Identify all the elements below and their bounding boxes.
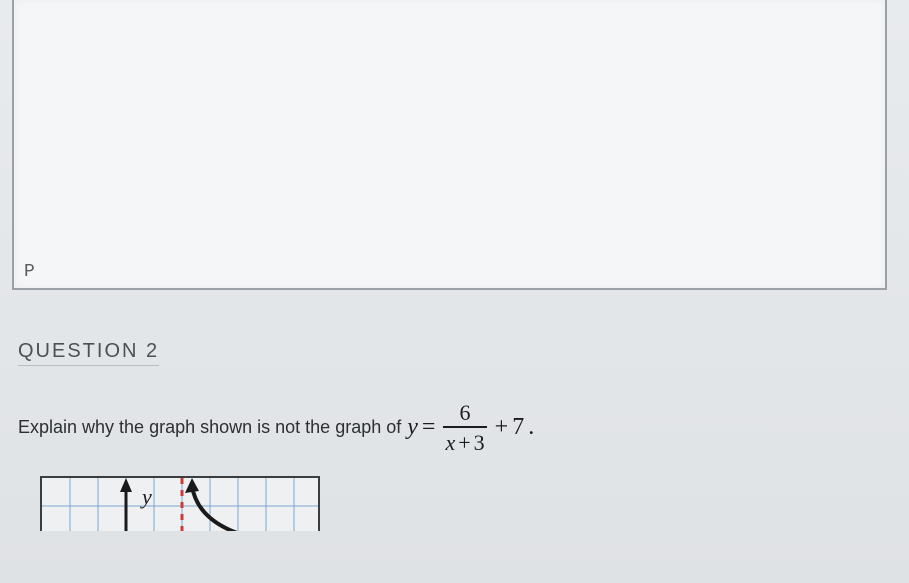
graph-svg: y (42, 478, 320, 531)
denom-var: x (445, 430, 455, 455)
fraction: 6 x+3 (439, 400, 490, 454)
question-2-block: QUESTION 2 Explain why the graph shown i… (18, 340, 887, 531)
previous-answer-area[interactable]: P (12, 0, 887, 290)
graph-panel: y (40, 476, 320, 531)
question-heading: QUESTION 2 (18, 340, 159, 366)
y-axis-label: y (140, 484, 152, 509)
y-axis (120, 478, 132, 531)
denom-const: 3 (474, 430, 485, 455)
plus-sign: + (495, 414, 509, 441)
equation: y = 6 x+3 + 7 . (407, 400, 534, 454)
denominator: x+3 (443, 428, 486, 454)
denom-op: + (455, 430, 473, 455)
period: . (528, 414, 534, 441)
paragraph-marker: P (24, 262, 35, 282)
curve-right-branch (185, 478, 237, 531)
prompt-text: Explain why the graph shown is not the g… (18, 417, 401, 438)
numerator: 6 (454, 400, 477, 426)
var-y: y (407, 414, 418, 441)
equals-sign: = (422, 414, 436, 441)
question-prompt: Explain why the graph shown is not the g… (18, 400, 887, 454)
constant-term: 7 (512, 414, 524, 441)
